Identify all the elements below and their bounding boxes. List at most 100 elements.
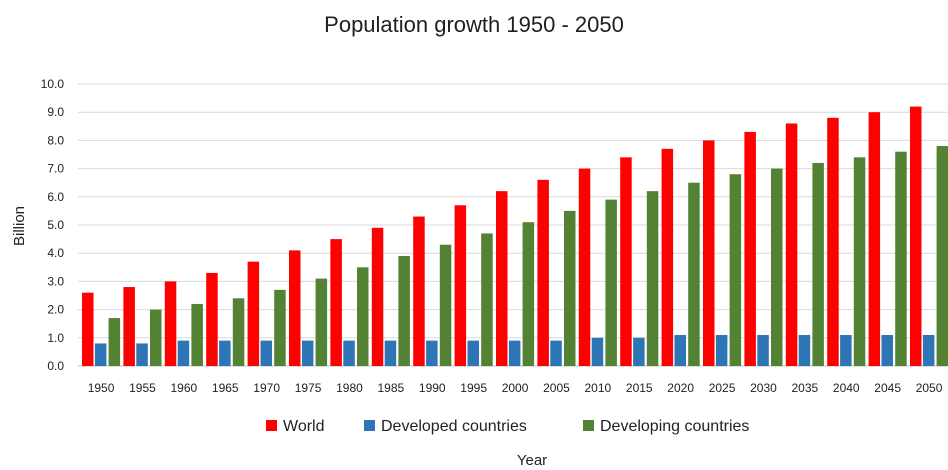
- bar-developing-countries: [771, 168, 783, 366]
- bar-developing-countries: [646, 191, 659, 366]
- bar-developed-countries: [922, 334, 935, 366]
- bars: [82, 106, 948, 366]
- bar-developed-countries: [798, 334, 811, 366]
- bar-developing-countries: [688, 182, 700, 366]
- bar-developing-countries: [315, 278, 328, 366]
- legend-label: World: [283, 418, 325, 435]
- bar-developed-countries: [550, 340, 562, 366]
- chart-title: Population growth 1950 - 2050: [324, 12, 624, 37]
- x-tick-label: 1950: [88, 381, 115, 395]
- y-tick-label: 4.0: [47, 246, 64, 260]
- bar-developing-countries: [191, 303, 203, 366]
- y-tick-label: 10.0: [41, 77, 65, 91]
- bar-world: [413, 216, 425, 366]
- bar-developing-countries: [108, 318, 121, 366]
- bar-developed-countries: [633, 337, 645, 366]
- bar-developed-countries: [674, 334, 686, 366]
- x-tick-label: 2000: [502, 381, 529, 395]
- x-tick-label: 1990: [419, 381, 446, 395]
- x-tick-label: 1980: [336, 381, 363, 395]
- bar-developing-countries: [605, 199, 617, 366]
- bar-world: [827, 117, 839, 366]
- y-tick-label: 1.0: [47, 331, 64, 345]
- bar-world: [496, 191, 508, 366]
- gridlines: [78, 83, 948, 367]
- bar-developing-countries: [398, 256, 410, 366]
- x-tick-label: 2010: [584, 381, 611, 395]
- bar-world: [82, 292, 94, 366]
- bar-world: [123, 287, 135, 366]
- bar-world: [578, 168, 591, 366]
- bar-developed-countries: [177, 340, 190, 366]
- bar-developing-countries: [274, 289, 286, 366]
- x-axis-ticks: 1950 1955 1960 1965 1970 1975 1980 1985 1990 1995…: [88, 381, 943, 395]
- bar-developing-countries: [895, 151, 907, 366]
- bar-developed-countries: [757, 334, 769, 366]
- x-tick-label: 1960: [170, 381, 197, 395]
- bar-developing-countries: [729, 174, 742, 366]
- x-tick-label: 2040: [833, 381, 860, 395]
- bar-developing-countries: [522, 222, 535, 366]
- y-tick-label: 2.0: [47, 303, 64, 317]
- bar-world: [620, 157, 632, 366]
- bar-developed-countries: [467, 340, 479, 366]
- bar-developing-countries: [150, 309, 162, 366]
- x-tick-label: 1955: [129, 381, 156, 395]
- bar-developing-countries: [853, 157, 866, 366]
- bar-developing-countries: [439, 244, 452, 366]
- legend-label: Developed countries: [381, 418, 527, 435]
- bar-developed-countries: [715, 334, 728, 366]
- x-tick-label: 2015: [626, 381, 653, 395]
- bar-developing-countries: [357, 267, 369, 366]
- bar-developed-countries: [591, 337, 604, 366]
- x-tick-label: 2030: [750, 381, 777, 395]
- y-tick-label: 0.0: [47, 359, 64, 373]
- bar-developed-countries: [301, 340, 314, 366]
- bar-world: [703, 140, 715, 366]
- x-tick-label: 2020: [667, 381, 694, 395]
- bar-developed-countries: [508, 340, 521, 366]
- bar-world: [744, 131, 756, 366]
- y-tick-label: 3.0: [47, 274, 64, 288]
- y-axis-title: Billion: [11, 206, 28, 246]
- x-axis-title: Year: [517, 452, 547, 469]
- bar-developed-countries: [219, 340, 231, 366]
- x-tick-label: 2005: [543, 381, 570, 395]
- bar-developed-countries: [343, 340, 355, 366]
- bar-world: [164, 281, 177, 366]
- bar-world: [454, 205, 467, 366]
- x-tick-label: 1965: [212, 381, 239, 395]
- bar-developing-countries: [232, 298, 245, 366]
- legend-swatch: [266, 420, 277, 431]
- bar-world: [785, 123, 798, 366]
- legend: World Developed countries Developing count…: [266, 418, 749, 435]
- bar-world: [910, 106, 922, 366]
- bar-developed-countries: [136, 343, 148, 366]
- x-tick-label: 2045: [874, 381, 901, 395]
- legend-label: Developing countries: [600, 418, 749, 435]
- bar-developed-countries: [384, 340, 397, 366]
- y-axis-ticks: 0.0 1.0 2.0 3.0 4.0 5.0 6.0 7.0 8.0 9.0 10.0: [41, 77, 65, 373]
- x-tick-label: 1985: [377, 381, 404, 395]
- bar-world: [661, 148, 674, 366]
- legend-swatch: [583, 420, 594, 431]
- bar-world: [330, 239, 342, 366]
- bar-world: [537, 179, 549, 366]
- bar-world: [868, 112, 881, 366]
- bar-world: [206, 272, 218, 366]
- bar-developed-countries: [94, 343, 107, 366]
- y-tick-label: 9.0: [47, 105, 64, 119]
- x-tick-label: 2035: [791, 381, 818, 395]
- x-tick-label: 1995: [460, 381, 487, 395]
- bar-developed-countries: [426, 340, 438, 366]
- bar-developed-countries: [260, 340, 272, 366]
- x-tick-label: 1970: [253, 381, 280, 395]
- y-tick-label: 6.0: [47, 190, 64, 204]
- bar-world: [247, 261, 260, 366]
- bar-developed-countries: [840, 334, 852, 366]
- x-tick-label: 2025: [709, 381, 736, 395]
- bar-world: [289, 250, 301, 366]
- y-tick-label: 7.0: [47, 162, 64, 176]
- x-tick-label: 2050: [916, 381, 943, 395]
